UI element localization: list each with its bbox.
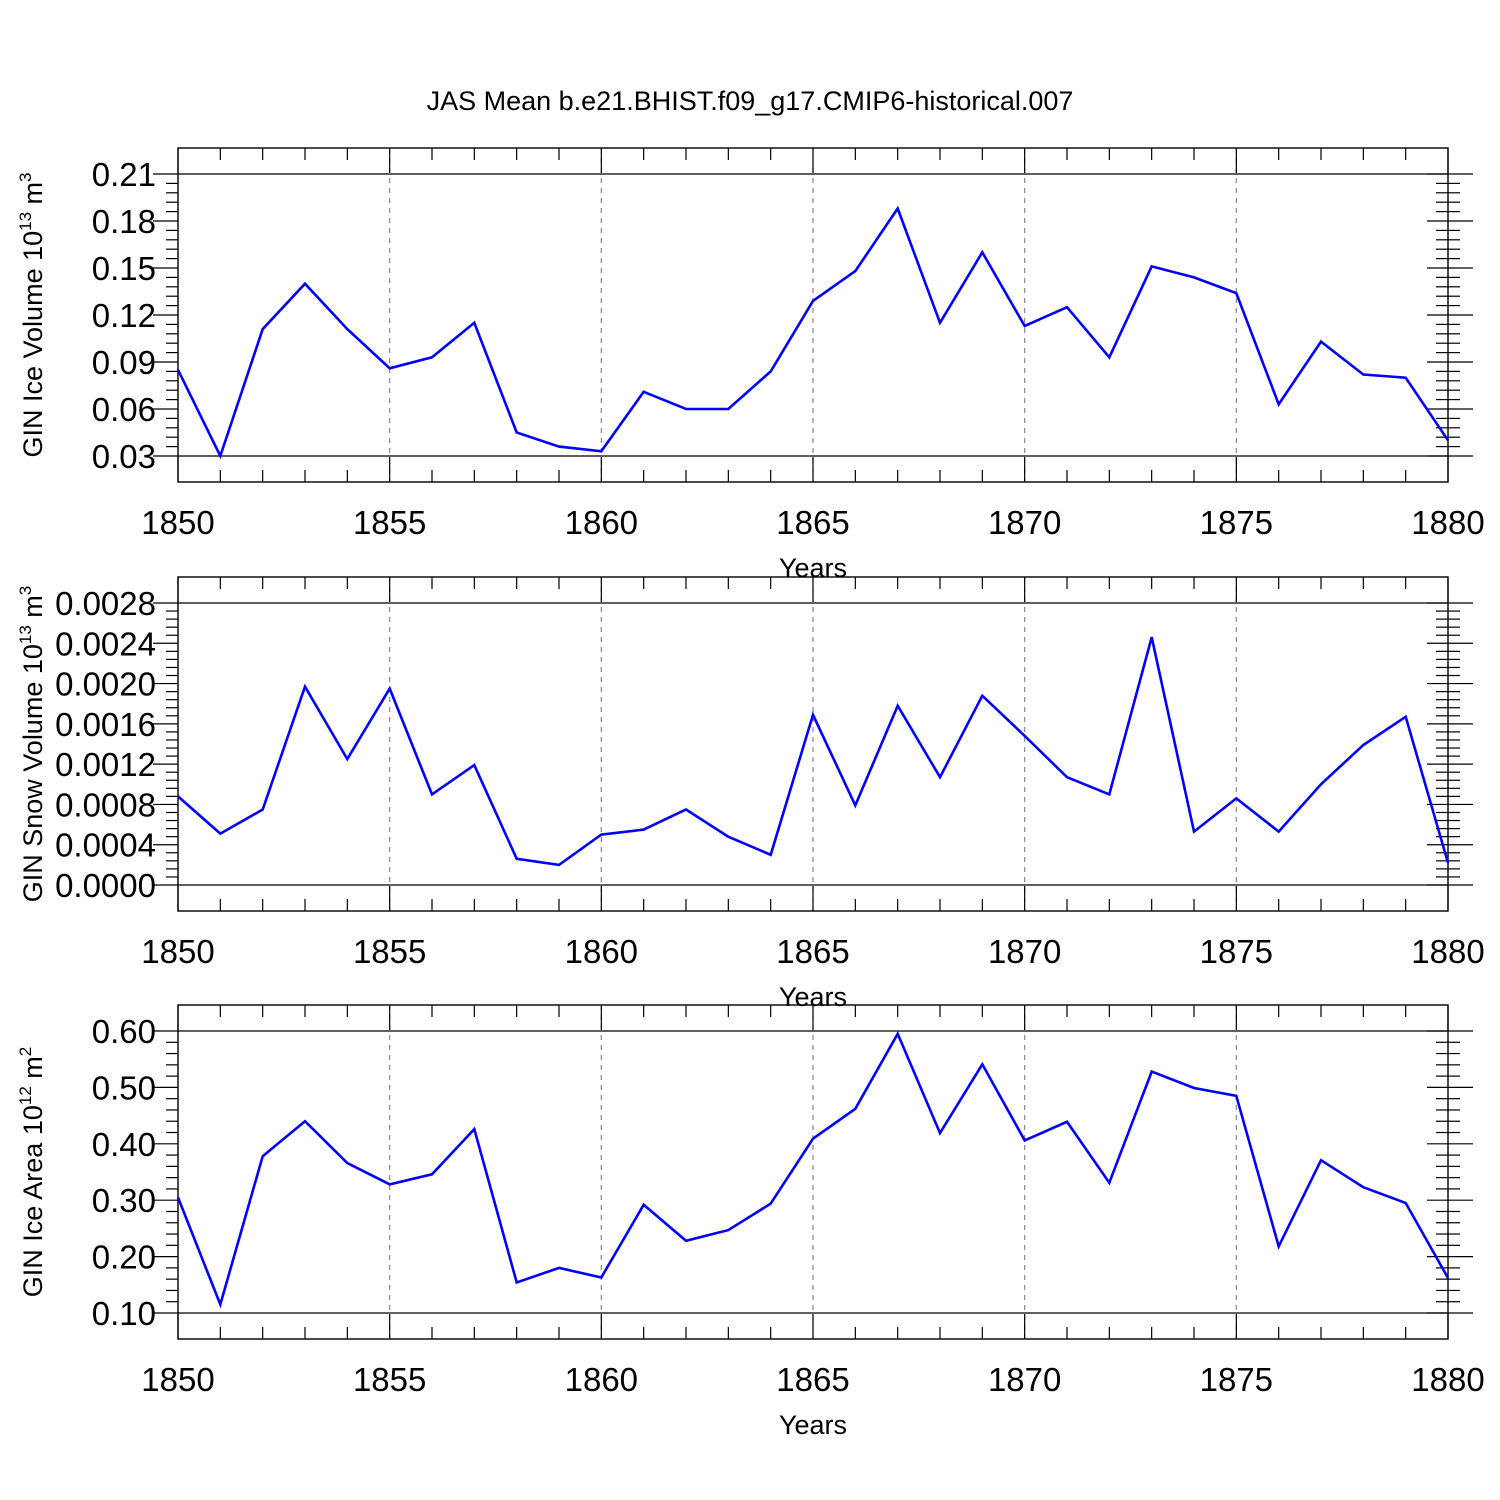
- x-tick-label: 1870: [988, 1361, 1061, 1398]
- x-tick-label: 1880: [1411, 1361, 1484, 1398]
- x-tick-label: 1865: [776, 1361, 849, 1398]
- x-tick-label: 1855: [353, 933, 426, 970]
- y-axis-title: GIN Snow Volume 1013 m3: [16, 586, 48, 903]
- y-tick-label: 0.12: [92, 297, 156, 334]
- y-tick-label: 0.0000: [55, 867, 156, 904]
- y-tick-label: 0.60: [92, 1013, 156, 1050]
- series-line-1: [176, 205, 1450, 460]
- y-tick-label: 0.06: [92, 391, 156, 428]
- x-tick-label: 1865: [776, 933, 849, 970]
- x-tick-label: 1860: [565, 933, 638, 970]
- x-tick-label: 1870: [988, 504, 1061, 541]
- x-tick-label: 1850: [141, 504, 214, 541]
- y-tick-label: 0.0004: [55, 827, 156, 864]
- y-tick-label: 0.50: [92, 1069, 156, 1106]
- x-tick-label: 1865: [776, 504, 849, 541]
- chart-panel-1: 0.03 0.06 0.09 0.12 0.15 0.18 0.21 1850 1855 1860…: [16, 147, 1485, 583]
- x-tick-label: 1875: [1200, 933, 1273, 970]
- y-tick-label: 0.15: [92, 250, 156, 287]
- x-tick-label: 1850: [141, 933, 214, 970]
- x-tick-label: 1880: [1411, 504, 1484, 541]
- y-tick-label: 0.0020: [55, 666, 156, 703]
- y-tick-label: 0.10: [92, 1295, 156, 1332]
- y-tick-label: 0.0008: [55, 786, 156, 823]
- figure-title: JAS Mean b.e21.BHIST.f09_g17.CMIP6-histo…: [427, 86, 1074, 116]
- x-tick-label: 1855: [353, 1361, 426, 1398]
- x-tick-label: 1875: [1200, 1361, 1273, 1398]
- y-tick-label: 0.03: [92, 438, 156, 475]
- y-tick-label: 0.09: [92, 344, 156, 381]
- y-tick-label: 0.0012: [55, 746, 156, 783]
- x-tick-label: 1870: [988, 933, 1061, 970]
- series-line-1: [177, 636, 1450, 867]
- x-tick-label: 1850: [141, 1361, 214, 1398]
- y-tick-label: 0.21: [92, 156, 156, 193]
- x-tick-label: 1860: [565, 1361, 638, 1398]
- x-tick-label: 1855: [353, 504, 426, 541]
- chart-panel-3: 0.10 0.20 0.30 0.40 0.50 0.60 1850 1855 1860 1865…: [16, 1004, 1485, 1440]
- y-tick-label: 0.0024: [55, 625, 156, 662]
- y-tick-label: 0.30: [92, 1182, 156, 1219]
- x-tick-label: 1875: [1200, 504, 1273, 541]
- x-tick-label: 1880: [1411, 933, 1484, 970]
- y-tick-label: 0.40: [92, 1126, 156, 1163]
- y-tick-label: 0.0028: [55, 585, 156, 622]
- y-axis-title: GIN Ice Volume 1013 m3: [16, 172, 48, 457]
- y-axis-title: GIN Ice Area 1012 m2: [16, 1047, 48, 1298]
- series-line-1: [176, 1030, 1450, 1309]
- y-tick-label: 0.20: [92, 1239, 156, 1276]
- x-tick-label: 1860: [565, 504, 638, 541]
- y-tick-label: 0.18: [92, 203, 156, 240]
- y-tick-label: 0.0016: [55, 706, 156, 743]
- panels: 0.03 0.06 0.09 0.12 0.15 0.18 0.21 1850 1855 1860…: [16, 147, 1485, 1440]
- x-axis-title: Years: [779, 1410, 847, 1440]
